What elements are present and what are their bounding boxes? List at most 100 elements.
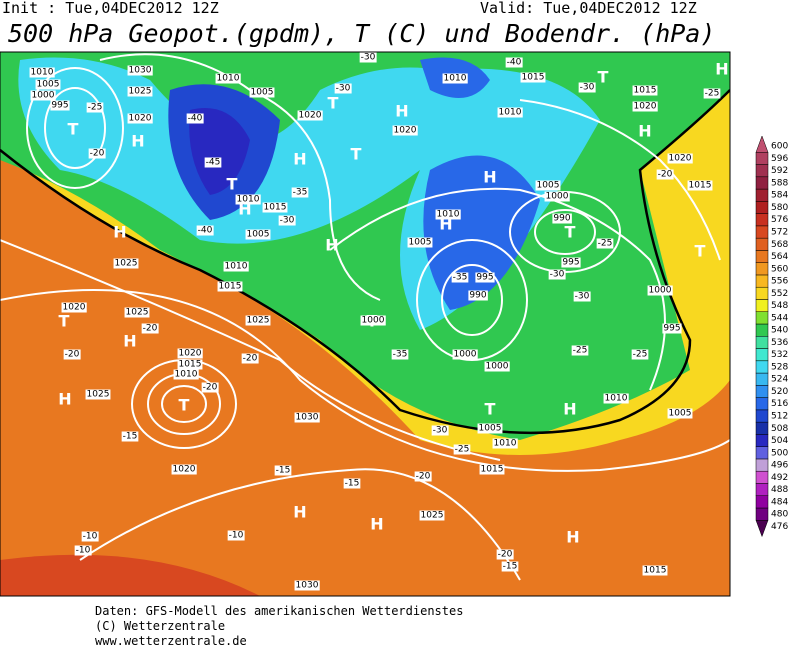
isobar-label-box — [217, 281, 243, 292]
pressure-center: T — [59, 312, 70, 331]
isobar-label-box — [497, 107, 523, 118]
isotherm-label: -15 — [123, 432, 138, 442]
field — [423, 155, 540, 310]
colorbar-cell — [755, 250, 769, 263]
colorbar-label: 572 — [771, 228, 788, 238]
footer-source: Daten: GFS-Modell des amerikanischen Wet… — [95, 604, 463, 618]
colorbar-cell — [755, 152, 769, 165]
isobar-label-box — [667, 153, 693, 164]
isotherm-label-box — [571, 345, 589, 356]
colorbar-cell — [755, 434, 769, 447]
isobar-label-box — [294, 580, 320, 591]
colorbar-cell — [755, 274, 769, 288]
isobar-label-box — [177, 359, 203, 370]
isobar-label: 1005 — [669, 409, 692, 419]
isotherm-label: -20 — [498, 550, 513, 560]
isobar-label: 1005 — [37, 80, 60, 90]
isotherm-label-box — [391, 349, 409, 360]
isotherm-label-box — [631, 349, 649, 360]
isotherm-label-box — [573, 291, 591, 302]
isobar-label: 1015 — [219, 282, 242, 292]
isobar-label: 1010 — [237, 195, 260, 205]
isobar-label: 1000 — [454, 350, 477, 360]
isobar-label: 1010 — [444, 74, 467, 84]
isotherm-label: -45 — [206, 158, 221, 168]
pressure-center: H — [483, 168, 496, 187]
pressure-center: T — [227, 175, 238, 194]
isotherm-label: -30 — [280, 216, 295, 226]
isobar-label: 1015 — [179, 360, 202, 370]
colorbar: 476 480 484 488 492 496 500 504 508 512 516 520 524 5… — [755, 135, 788, 538]
isotherm-label-box — [121, 431, 139, 442]
valid-time: Valid: Tue,04DEC2012 12Z — [480, 0, 697, 17]
isobar-label: 1000 — [486, 362, 509, 372]
isotherm-label-box — [431, 425, 449, 436]
colorbar-label: 584 — [771, 191, 788, 201]
colorbar-label: 560 — [771, 264, 788, 274]
isotherm-label-box — [201, 382, 219, 393]
isobar-label: 995 — [476, 273, 493, 283]
isobar-label: 1005 — [409, 238, 432, 248]
isobar-label-box — [492, 438, 518, 449]
isobar-label-box — [407, 237, 433, 248]
isotherm-label-box — [204, 157, 222, 168]
isobar-label-box — [392, 125, 418, 136]
isobar — [161, 385, 207, 423]
isotherm-label-box — [548, 269, 566, 280]
isobar-label: 1005 — [537, 181, 560, 191]
colorbar-cell — [755, 188, 769, 202]
isotherm-label: -25 — [598, 239, 613, 249]
colorbar-cell — [755, 213, 769, 227]
552-contour — [0, 89, 730, 435]
isobar-label: 1025 — [126, 308, 149, 318]
colorbar-label: 536 — [771, 338, 788, 348]
pressure-center: H — [370, 515, 383, 534]
colorbar-cell — [755, 385, 769, 398]
isobar-label-box — [452, 349, 478, 360]
isobar-label-box — [442, 73, 468, 84]
isobar-label-box — [113, 258, 139, 269]
isotherm-label: -15 — [276, 466, 291, 476]
isobar-label-box — [544, 191, 570, 202]
isobar-label-box — [468, 290, 488, 301]
colorbar-label: 516 — [771, 399, 788, 409]
isotherm-label: -20 — [90, 149, 105, 159]
colorbar-cell — [755, 311, 769, 325]
isotherm-label-box — [414, 471, 432, 482]
isobar-label-box — [632, 101, 658, 112]
colorbar-label: 508 — [771, 424, 788, 434]
isobar-label-box — [294, 412, 320, 423]
isobar — [519, 99, 721, 261]
colorbar-cell — [755, 397, 769, 411]
field — [189, 108, 250, 195]
isotherm-label: -10 — [229, 531, 244, 541]
isotherm-label-box — [274, 465, 292, 476]
isotherm-label-box — [656, 169, 674, 180]
colorbar-label: 540 — [771, 326, 788, 336]
isotherm-label-box — [343, 478, 361, 489]
isobar-label-box — [177, 348, 203, 359]
isobar-label-box — [215, 73, 241, 84]
colorbar-label: 548 — [771, 301, 788, 311]
isobar-label-box — [297, 110, 323, 121]
colorbar-cell — [755, 237, 769, 251]
isobar-label-box — [127, 113, 153, 124]
isobar-label: 1005 — [479, 424, 502, 434]
colorbar-label: 528 — [771, 362, 788, 372]
map-title: 500 hPa Geopot.(gpdm), T (C) und Bodendr… — [8, 19, 715, 48]
pressure-center: T — [695, 242, 706, 261]
isobar-label-box — [419, 510, 445, 521]
pressure-center: H — [293, 150, 306, 169]
colorbar-label: 576 — [771, 215, 788, 225]
isotherm-label: -15 — [503, 562, 518, 572]
isobar-label: 1000 — [546, 192, 569, 202]
isobar-label-box — [35, 79, 61, 90]
footer-copyright: (C) Wetterzentrale — [95, 619, 225, 633]
colorbar-label: 500 — [771, 448, 788, 458]
colorbar-cell — [755, 483, 769, 496]
isotherm-label: -40 — [507, 58, 522, 68]
isotherm-label: -20 — [65, 350, 80, 360]
pressure-center: H — [395, 102, 408, 121]
isotherm-label: -20 — [203, 383, 218, 393]
isotherm-label: -30 — [433, 426, 448, 436]
